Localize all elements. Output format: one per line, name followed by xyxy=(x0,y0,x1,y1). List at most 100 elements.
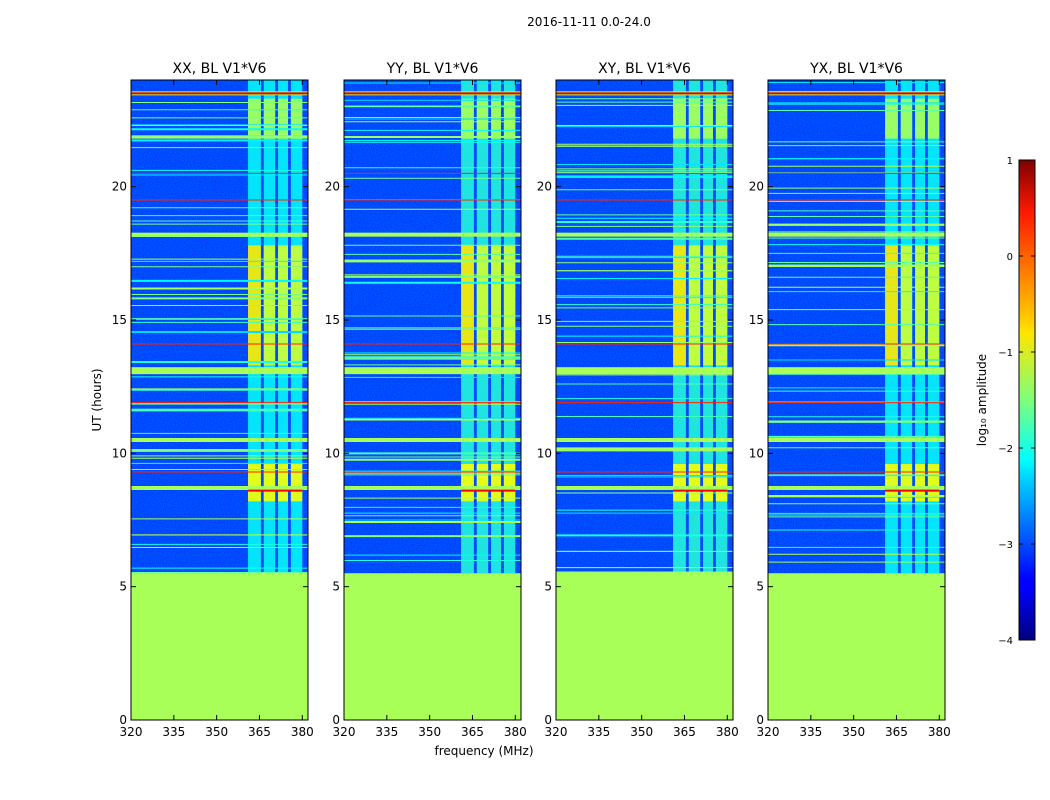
colorbar-tick-label: −2 xyxy=(998,444,1013,455)
rfi-patch xyxy=(290,98,303,139)
y-tick-label: 0 xyxy=(332,713,340,727)
broadband-rfi xyxy=(131,367,308,375)
x-tick-label: 350 xyxy=(630,725,653,739)
y-tick-label: 0 xyxy=(119,713,127,727)
y-tick-label: 5 xyxy=(332,580,340,594)
rfi-patch xyxy=(715,245,728,366)
x-tick-label: 380 xyxy=(716,725,739,739)
rfi-patch xyxy=(248,464,261,502)
y-tick-label: 5 xyxy=(119,580,127,594)
rfi-patch xyxy=(915,464,926,502)
broadband-rfi xyxy=(131,438,308,442)
x-tick-label: 320 xyxy=(333,725,356,739)
y-tick-label: 0 xyxy=(544,713,552,727)
rfi-patch xyxy=(461,464,474,502)
broadband-rfi xyxy=(768,367,945,375)
x-tick-label: 380 xyxy=(291,725,314,739)
y-tick-label: 5 xyxy=(544,580,552,594)
rfi-patch xyxy=(900,98,913,139)
broadband-rfi xyxy=(131,486,308,490)
rfi-patch xyxy=(503,464,516,502)
broadband-rfi xyxy=(344,232,521,237)
y-tick-label: 20 xyxy=(749,180,764,194)
rfi-patch xyxy=(491,464,502,502)
flagged-region xyxy=(344,573,521,720)
y-tick-label: 20 xyxy=(325,180,340,194)
x-tick-label: 380 xyxy=(504,725,527,739)
colorbar-tick-label: −1 xyxy=(998,348,1013,359)
rfi-patch xyxy=(703,464,714,502)
rfi-patch xyxy=(263,464,276,502)
broadband-rfi xyxy=(768,232,945,237)
y-tick-label: 10 xyxy=(112,446,127,460)
rfi-patch xyxy=(290,464,303,502)
x-tick-label: 335 xyxy=(375,725,398,739)
x-tick-label: 365 xyxy=(885,725,908,739)
colorbar-label: log₁₀ amplitude xyxy=(975,354,989,446)
y-tick-label: 15 xyxy=(537,313,552,327)
panel-3: XY, BL V1*V6 320 335 350 365 380 0 5 10 15 20 xyxy=(537,61,739,739)
rfi-patch xyxy=(673,98,686,139)
flagged-region xyxy=(131,573,308,720)
rfi-patch xyxy=(688,464,701,502)
x-tick-label: 350 xyxy=(418,725,441,739)
rfi-patch xyxy=(476,464,489,502)
colorbar: 1 0 −1 −2 −3 −4 log₁₀ amplitude xyxy=(975,156,1036,647)
panel-title: YX, BL V1*V6 xyxy=(809,61,903,77)
panel-2: YY, BL V1*V6 320 335 350 365 380 0 5 10 15 20 xyxy=(325,61,527,739)
rfi-patch xyxy=(688,98,701,139)
flagged-region xyxy=(556,573,733,720)
colorbar-tick-label: 0 xyxy=(1007,252,1013,263)
rfi-patch xyxy=(915,98,926,139)
x-tick-label: 350 xyxy=(842,725,865,739)
broadband-rfi xyxy=(131,232,308,237)
rfi-patch xyxy=(461,245,474,366)
broadband-rfi xyxy=(344,486,521,490)
y-tick-label: 5 xyxy=(756,580,764,594)
rfi-patch xyxy=(885,245,898,366)
panel-frame xyxy=(343,79,522,721)
rfi-patch xyxy=(915,245,926,366)
y-tick-label: 15 xyxy=(325,313,340,327)
y-tick-label: 15 xyxy=(112,313,127,327)
rfi-patch xyxy=(885,98,898,139)
x-tick-label: 320 xyxy=(757,725,780,739)
panel-4: YX, BL V1*V6 320 335 350 365 380 0 5 10 15 20 xyxy=(749,61,951,739)
figure-suptitle: 2016-11-11 0.0-24.0 xyxy=(527,15,651,29)
rfi-patch xyxy=(491,245,502,366)
panel-1: XX, BL V1*V6 320 335 350 365 380 0 5 10 15 20 xyxy=(112,61,314,739)
y-tick-label: 10 xyxy=(537,446,552,460)
y-tick-label: 20 xyxy=(112,180,127,194)
panel-frame xyxy=(555,79,734,721)
rfi-patch xyxy=(278,464,289,502)
rfi-patch xyxy=(673,245,686,366)
rfi-patch xyxy=(900,464,913,502)
y-tick-label: 20 xyxy=(537,180,552,194)
panel-title: YY, BL V1*V6 xyxy=(386,61,479,77)
broadband-rfi xyxy=(556,367,733,375)
y-tick-label: 10 xyxy=(749,446,764,460)
y-tick-label: 10 xyxy=(325,446,340,460)
y-axis-label: UT (hours) xyxy=(90,368,104,431)
rfi-patch xyxy=(927,464,940,502)
broadband-rfi xyxy=(344,438,521,442)
panel-frame xyxy=(130,79,309,721)
broadband-rfi xyxy=(556,438,733,442)
broadband-rfi xyxy=(556,232,733,237)
rfi-patch xyxy=(476,245,489,366)
colorbar-tick-label: −4 xyxy=(998,636,1013,647)
rfi-patch xyxy=(263,98,276,139)
rfi-patch xyxy=(927,245,940,366)
x-tick-label: 320 xyxy=(120,725,143,739)
rfi-patch xyxy=(688,245,701,366)
rfi-patch xyxy=(885,464,898,502)
y-tick-label: 0 xyxy=(756,713,764,727)
broadband-rfi xyxy=(768,486,945,490)
rfi-patch xyxy=(703,98,714,139)
rfi-patch xyxy=(715,464,728,502)
rfi-patch xyxy=(278,98,289,139)
broadband-rfi xyxy=(344,367,521,375)
colorbar-gradient xyxy=(1018,159,1036,641)
